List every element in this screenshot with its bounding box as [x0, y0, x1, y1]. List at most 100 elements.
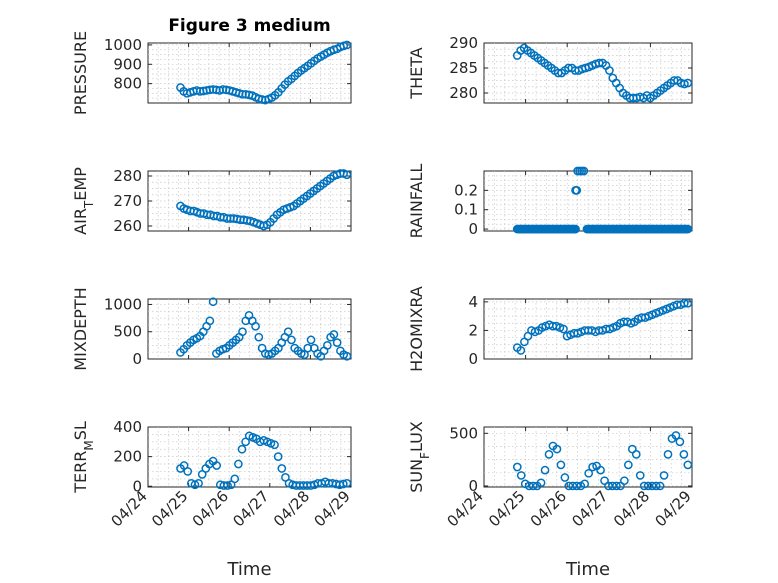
x-tick-label: 04/27 [568, 487, 611, 530]
y-tick-label: 1000 [104, 36, 142, 54]
data-point [342, 170, 352, 180]
data-point [230, 474, 240, 484]
data-point [194, 478, 203, 488]
data-point [623, 460, 633, 470]
data-point [560, 473, 570, 482]
y-tick-label: 0.1 [454, 201, 478, 219]
data-point [512, 462, 522, 472]
x-tick-label: 04/27 [229, 487, 272, 530]
data-point [251, 321, 260, 331]
y-axis-label: RAINFALL [407, 164, 426, 239]
y-tick-label: 400 [113, 418, 142, 436]
data-point [651, 481, 661, 491]
data-point [572, 186, 582, 195]
data-point [283, 327, 293, 337]
data-series [176, 297, 352, 361]
data-point [683, 460, 693, 470]
x-tick-label: 04/24 [108, 487, 151, 530]
subplot-theta: 280 285 290 THETA [407, 34, 693, 104]
x-tick-label: 04/29 [652, 487, 695, 530]
y-tick-label: 0 [132, 350, 142, 368]
y-tick-label: 500 [113, 323, 142, 341]
data-series [512, 43, 693, 103]
data-point [338, 479, 348, 489]
data-point [516, 471, 526, 480]
grid [484, 43, 692, 103]
subplot-rainfall: 00.1 0.2 RAINFALL [407, 164, 693, 239]
y-tick-label: 290 [449, 34, 478, 52]
data-point [237, 444, 247, 454]
y-tick-label: 280 [113, 167, 142, 185]
y-tick-label: 285 [449, 59, 478, 77]
x-axis-label: Time [226, 559, 271, 580]
y-tick-label: 800 [113, 75, 142, 93]
data-point [571, 224, 580, 234]
data-series [176, 431, 352, 490]
x-tick-label: 04/26 [527, 487, 570, 530]
figure-title: Figure 3 medium [168, 16, 330, 36]
data-point [306, 335, 316, 345]
x-tick-label: 04/29 [311, 487, 354, 530]
data-point [212, 461, 222, 470]
data-point [683, 224, 693, 234]
data-point [270, 440, 279, 450]
data-point [516, 346, 526, 355]
data-point [342, 351, 352, 361]
y-axis-label: AIRTEMP [71, 167, 96, 235]
data-point [559, 324, 568, 334]
x-tick-label: 04/24 [444, 487, 487, 530]
data-point [663, 450, 673, 459]
y-tick-label: 0 [132, 477, 142, 495]
data-point [635, 471, 645, 480]
data-point [323, 341, 332, 350]
data-point [675, 437, 685, 447]
data-point [208, 297, 218, 307]
y-tick-label: 0 [468, 350, 478, 368]
data-point [205, 316, 215, 326]
data-series [512, 166, 693, 234]
y-tick-label: 0 [468, 220, 478, 238]
subplot-air_temp: 260 270 280 AIRTEMP [71, 167, 352, 235]
data-point [300, 350, 309, 359]
data-point [679, 450, 689, 459]
data-point [579, 166, 589, 176]
data-point [580, 479, 590, 489]
y-axis-label: TERRMSL [71, 421, 96, 494]
data-series [512, 431, 693, 491]
data-point [273, 452, 283, 461]
x-tick-label: 04/28 [270, 487, 313, 530]
y-tick-label: 4 [468, 293, 478, 311]
data-series [176, 40, 352, 105]
data-point [540, 465, 550, 475]
data-point [287, 335, 296, 345]
data-point [544, 450, 554, 459]
data-point [238, 327, 247, 337]
subplot-mixdepth: 0 500 1000 MIXDEPTH [71, 287, 352, 371]
x-tick-label: 04/26 [189, 487, 232, 530]
data-point [584, 468, 594, 478]
data-series [512, 298, 693, 355]
data-point [332, 338, 342, 347]
data-point [631, 450, 641, 459]
subplot-h2omixra: 0 2 4 H2OMIXRA [407, 286, 693, 372]
y-axis-label: SUNFLUX [407, 421, 432, 493]
data-point [596, 465, 605, 475]
y-tick-label: 260 [113, 217, 142, 235]
x-axis-label: Time [565, 559, 610, 580]
data-point [342, 40, 352, 50]
data-point [588, 462, 597, 472]
y-tick-label: 900 [113, 55, 142, 73]
y-tick-label: 2 [468, 321, 478, 339]
data-point [683, 298, 693, 308]
data-point [254, 332, 264, 342]
data-point [556, 460, 566, 470]
x-tick-label: 04/28 [610, 487, 653, 530]
y-axis-label: MIXDEPTH [71, 287, 90, 370]
data-point [655, 481, 665, 491]
data-point [277, 464, 287, 473]
data-point [612, 481, 621, 491]
